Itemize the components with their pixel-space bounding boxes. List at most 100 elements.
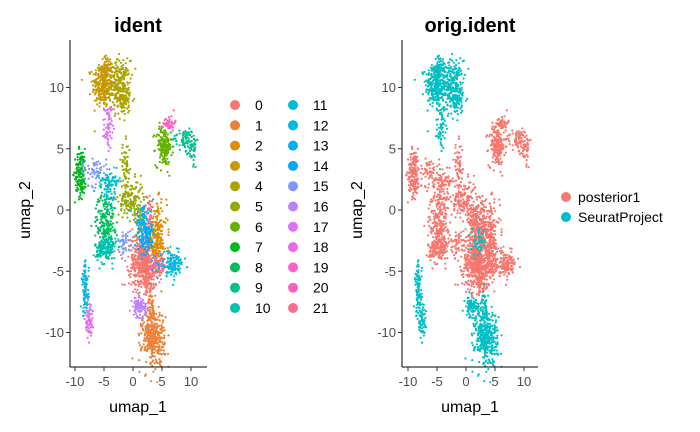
- cell-point: [427, 85, 430, 88]
- cell-point: [159, 237, 162, 240]
- cell-point: [437, 54, 440, 57]
- cell-point: [436, 69, 439, 72]
- cell-point: [131, 239, 134, 243]
- cell-point: [133, 97, 136, 100]
- cell-point: [93, 189, 96, 192]
- cell-point: [439, 92, 442, 95]
- cell-point: [161, 238, 164, 242]
- cell-point: [433, 71, 436, 74]
- cell-point: [164, 129, 167, 132]
- cell-point: [123, 171, 126, 175]
- cell-point: [161, 321, 164, 324]
- cell-point: [444, 74, 447, 77]
- cell-point: [502, 131, 505, 134]
- cell-point: [143, 332, 146, 335]
- cell-point: [99, 93, 102, 96]
- cell-point: [121, 67, 124, 70]
- cell-point: [140, 332, 143, 335]
- cell-point: [112, 196, 115, 199]
- cell-point: [100, 85, 103, 88]
- cell-point: [437, 58, 441, 61]
- cell-point: [142, 293, 146, 296]
- cell-point: [525, 163, 528, 166]
- cell-point: [149, 230, 152, 233]
- cell-point: [105, 205, 108, 208]
- cell-point: [152, 285, 155, 288]
- cell-point: [436, 94, 439, 97]
- cell-point: [104, 215, 107, 218]
- legend-key: [288, 221, 298, 232]
- cell-point: [114, 198, 117, 201]
- cell-point: [445, 88, 448, 91]
- legend-key: [288, 181, 298, 192]
- cell-point: [186, 142, 189, 145]
- cell-point: [511, 132, 514, 135]
- cell-point: [169, 254, 172, 257]
- cell-point: [176, 264, 180, 267]
- cell-point: [450, 79, 453, 82]
- cell-point: [518, 153, 522, 156]
- cell-point: [98, 105, 101, 108]
- cell-point: [491, 127, 494, 130]
- cell-point: [121, 231, 124, 234]
- cell-point: [497, 117, 500, 120]
- cell-point: [160, 198, 163, 201]
- cell-point: [128, 282, 131, 285]
- x-axis-label: umap_1: [109, 399, 167, 416]
- cell-point: [87, 311, 90, 314]
- cell-point: [102, 74, 105, 77]
- cell-point: [142, 196, 145, 199]
- cell-point: [105, 103, 108, 106]
- cell-point: [90, 312, 93, 315]
- cell-point: [163, 334, 166, 337]
- cell-point: [96, 66, 99, 69]
- cell-point: [109, 238, 112, 241]
- cell-point: [117, 83, 120, 86]
- cell-point: [106, 92, 109, 95]
- cell-point: [160, 331, 163, 334]
- cell-point: [173, 278, 176, 281]
- cell-point: [151, 217, 154, 220]
- cell-point: [122, 103, 125, 106]
- cell-point: [491, 156, 494, 159]
- cell-point: [444, 101, 448, 104]
- cell-point: [97, 174, 100, 177]
- cell-point: [123, 95, 126, 99]
- cell-point: [123, 112, 126, 116]
- legend-key: [288, 282, 298, 293]
- cell-point: [438, 104, 441, 107]
- cell-point: [430, 64, 433, 67]
- cell-point: [159, 169, 162, 172]
- legend-label: 3: [255, 158, 263, 174]
- cell-point: [188, 149, 191, 153]
- cell-point: [169, 146, 172, 149]
- cell-point: [426, 130, 429, 133]
- cell-point: [443, 119, 446, 123]
- cell-point: [107, 149, 110, 152]
- cell-point: [81, 280, 84, 283]
- cell-point: [106, 59, 110, 62]
- cell-point: [109, 220, 112, 223]
- cell-point: [97, 83, 101, 87]
- cell-point: [78, 157, 81, 160]
- cell-point: [150, 335, 153, 338]
- cell-point: [519, 134, 522, 137]
- cell-point: [161, 145, 164, 148]
- cell-point: [152, 236, 155, 239]
- cell-point: [436, 134, 439, 137]
- cell-point: [144, 271, 147, 274]
- cell-point: [82, 191, 85, 194]
- cell-point: [89, 334, 92, 337]
- cell-point: [120, 245, 123, 248]
- cell-point: [167, 231, 170, 234]
- cell-point: [130, 249, 133, 252]
- cell-point: [88, 72, 92, 75]
- cell-point: [144, 277, 147, 280]
- cell-point: [455, 73, 458, 77]
- cell-point: [144, 236, 148, 239]
- cell-point: [82, 290, 85, 293]
- cell-point: [91, 310, 95, 313]
- cell-point: [406, 158, 410, 161]
- cell-point: [156, 244, 160, 247]
- cell-point: [168, 118, 171, 121]
